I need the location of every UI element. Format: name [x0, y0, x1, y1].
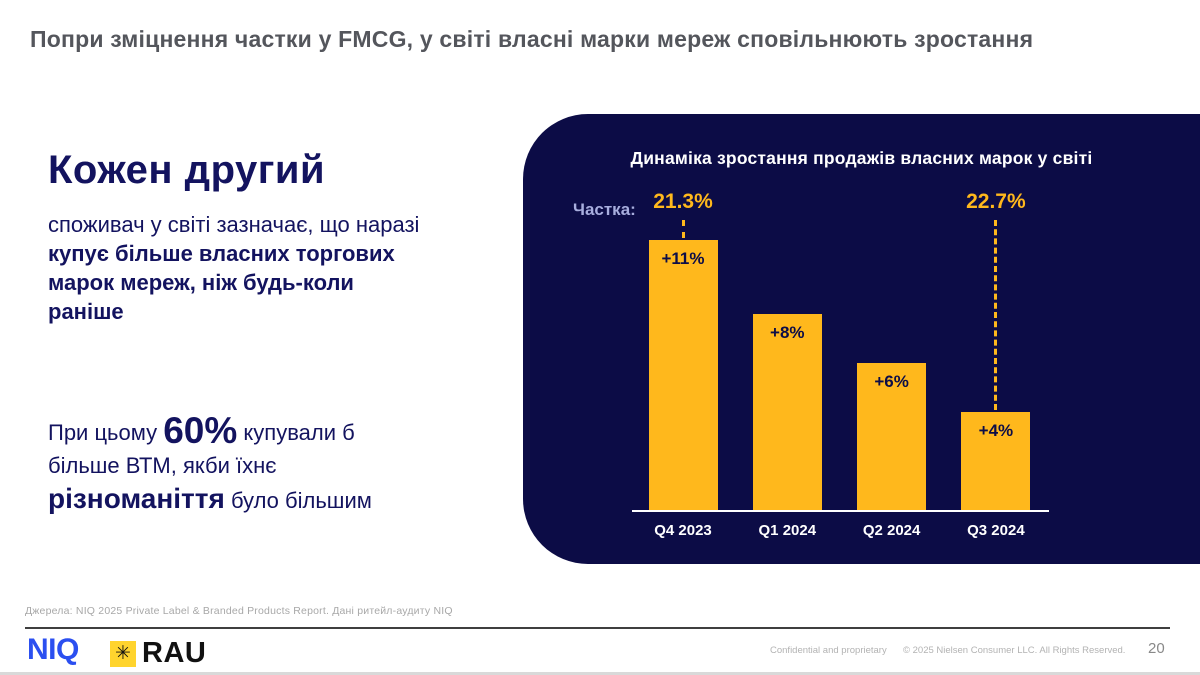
x-axis-label: Q4 2023 [654, 522, 712, 539]
rau-star-icon: ✳ [110, 640, 136, 667]
rau-logo: ✳ RAU [110, 637, 206, 670]
bar-q4-2023: +11% [648, 240, 718, 510]
chart-panel: Динаміка зростання продажів власних маро… [523, 114, 1200, 564]
footer-divider [25, 627, 1170, 629]
x-axis-label: Q1 2024 [758, 522, 817, 539]
x-axis-label: Q2 2024 [862, 522, 921, 539]
sources-note: Джерела: NIQ 2025 Private Label & Brande… [25, 605, 453, 617]
intro-text-bold: купує більше власних торгових марок мере… [48, 241, 395, 324]
page-number: 20 [1148, 640, 1165, 657]
chart-title: Динаміка зростання продажів власних маро… [630, 148, 1093, 168]
bar-value-label: +8% [770, 323, 805, 342]
stat-text-prefix: При цьому [48, 420, 164, 445]
share-connector-dashed-line [681, 220, 685, 238]
bar-value-label: +11% [661, 249, 705, 268]
share-value-label: 22.7% [966, 190, 1026, 213]
niq-logo: NIQ [27, 633, 79, 666]
headline: Кожен другий [48, 148, 326, 192]
stat-60-percent: 60% [163, 410, 238, 451]
bar-value-label: +4% [978, 421, 1014, 440]
bar-q1-2024: +8% [752, 314, 822, 510]
slide-title: Попри зміцнення частки у FMCG, у світі в… [30, 26, 1034, 52]
share-value-label: 21.3% [653, 190, 713, 213]
rau-logo-text: RAU [142, 637, 207, 669]
copyright-label: © 2025 Nielsen Consumer LLC. All Rights … [903, 645, 1126, 656]
confidential-label: Confidential and proprietary [770, 645, 887, 656]
bar-plot: +11% Q4 2023 +8% Q1 2024 +6% Q2 2024 +4% Q3 202… [523, 114, 1200, 564]
stat-text-suffix: було більшим [224, 488, 372, 513]
bar-value-label: +6% [874, 372, 909, 391]
stat-text-bold: різноманіття [48, 483, 225, 514]
share-connector-dashed-line [994, 220, 998, 410]
x-axis-label: Q3 2024 [967, 522, 1025, 539]
share-label: Частка: [573, 200, 636, 219]
x-axis-line [632, 510, 1049, 512]
stat-paragraph: При цьому 60% купували б більше ВТМ, якб… [48, 412, 388, 517]
stat-text-mid: купували б більше ВТМ, якби їхнє [48, 420, 355, 478]
intro-text-regular: споживач у світі зазначає, що наразі [48, 212, 420, 237]
bar-q3-2024: +4% [961, 412, 1031, 510]
intro-paragraph: споживач у світі зазначає, що наразі куп… [48, 210, 428, 326]
bar-q2-2024: +6% [857, 363, 927, 510]
